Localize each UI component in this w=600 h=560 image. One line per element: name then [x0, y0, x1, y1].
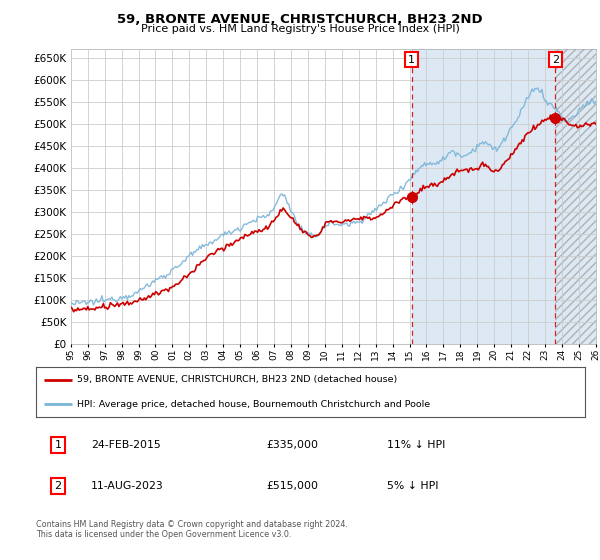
Text: £515,000: £515,000 — [266, 482, 319, 491]
Text: 2: 2 — [55, 482, 62, 491]
Text: 59, BRONTE AVENUE, CHRISTCHURCH, BH23 2ND: 59, BRONTE AVENUE, CHRISTCHURCH, BH23 2N… — [117, 13, 483, 26]
Text: £335,000: £335,000 — [266, 440, 319, 450]
Bar — [556, 49, 596, 344]
Text: 24-FEB-2015: 24-FEB-2015 — [91, 440, 161, 450]
Bar — [412, 49, 596, 344]
Bar — [556, 49, 596, 344]
Text: Price paid vs. HM Land Registry's House Price Index (HPI): Price paid vs. HM Land Registry's House … — [140, 24, 460, 34]
Text: 1: 1 — [55, 440, 61, 450]
Text: 11-AUG-2023: 11-AUG-2023 — [91, 482, 164, 491]
Text: 2: 2 — [552, 55, 559, 64]
Text: 11% ↓ HPI: 11% ↓ HPI — [388, 440, 446, 450]
Text: 5% ↓ HPI: 5% ↓ HPI — [388, 482, 439, 491]
Text: 59, BRONTE AVENUE, CHRISTCHURCH, BH23 2ND (detached house): 59, BRONTE AVENUE, CHRISTCHURCH, BH23 2N… — [77, 375, 397, 384]
Text: 1: 1 — [408, 55, 415, 64]
Text: Contains HM Land Registry data © Crown copyright and database right 2024.
This d: Contains HM Land Registry data © Crown c… — [36, 520, 348, 539]
Text: HPI: Average price, detached house, Bournemouth Christchurch and Poole: HPI: Average price, detached house, Bour… — [77, 400, 430, 409]
